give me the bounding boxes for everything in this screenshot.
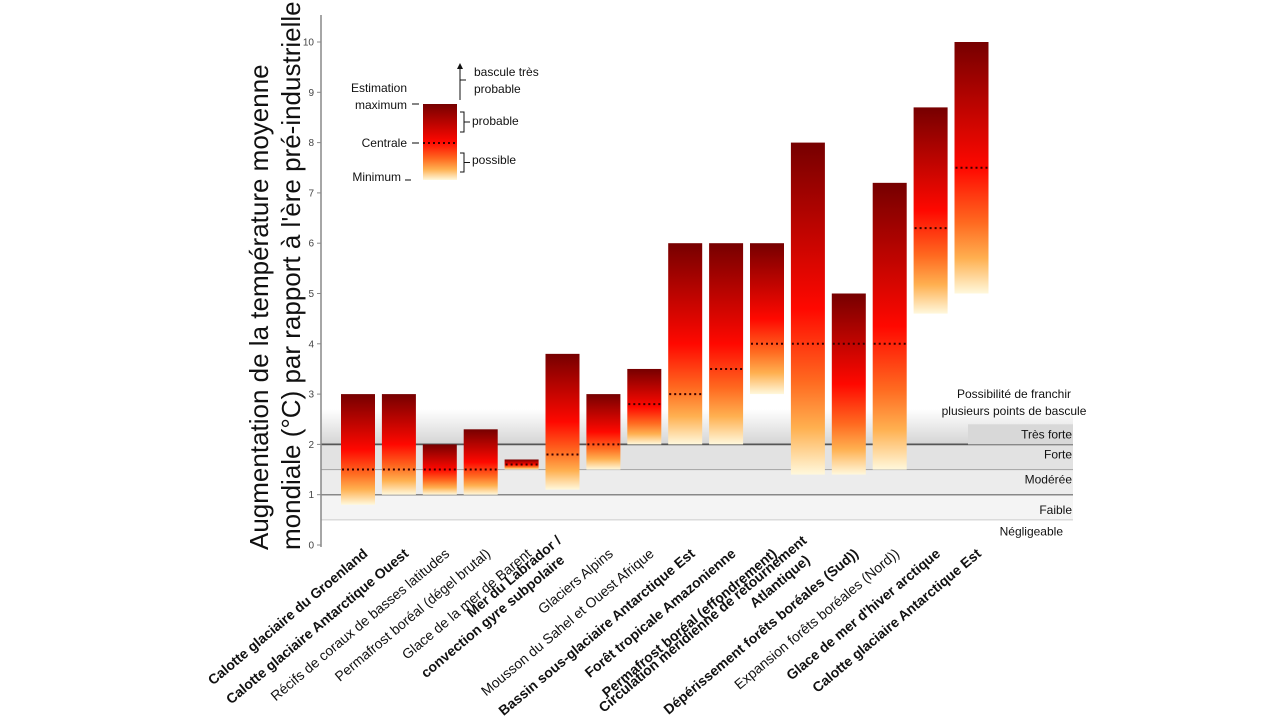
y-tick-label: 8 [308,138,314,149]
risk-band-1 [321,494,1073,520]
y-tick-label: 9 [308,88,314,99]
very-strong-label-bg [968,424,1073,445]
bar-group [790,142,825,475]
bar-range [463,429,498,495]
bar-group [709,243,744,445]
bar-range [627,368,662,445]
legend-label-central: Centrale [362,136,408,150]
bar-range [872,182,907,470]
risk-band-label: Faible [1039,503,1072,517]
bar-range [381,394,416,495]
risk-bands-title: plusieurs points de bascule [942,404,1087,418]
bar-range [341,394,375,505]
bar-range [831,293,866,475]
legend-label-min: Minimum [352,170,401,184]
legend-label-likely: probable [472,114,519,128]
risk-band-label: Forte [1044,447,1072,461]
legend-bracket [460,111,470,133]
risk-band-label: Négligeable [1000,524,1064,538]
y-tick-label: 1 [308,490,314,501]
bar-group [422,444,457,495]
bar-group [504,459,539,470]
bar-range [750,243,784,395]
y-tick-label: 3 [308,390,314,401]
y-tick-label: 4 [308,339,314,350]
bar-range [913,107,948,314]
bar-range [586,394,621,470]
x-axis-label: Récifs de coraux de basses latitudes [267,545,452,704]
bar-group [463,429,498,495]
bar-group [545,353,580,490]
y-tick-label: 6 [308,239,314,250]
bar-range [545,353,580,490]
legend-bracket [460,152,470,173]
risk-band-0 [321,519,1073,545]
bar-group [831,293,866,475]
y-tick-label: 0 [308,541,314,552]
bar-range [668,243,703,445]
x-axis-label-line: Récifs de coraux de basses latitudes [267,545,452,704]
y-tick-label: 2 [308,440,314,451]
x-axis-label-line: Calotte glaciaire Antarctique Ouest [223,545,412,707]
arrow-up-icon [457,63,463,69]
bar-range [790,142,825,475]
bar-group [341,394,375,505]
risk-band-label: Modérée [1025,473,1073,487]
bar-group [586,394,621,470]
bar-range [709,243,744,445]
y-axis: 0 1 2 3 4 5 6 7 8 9 10 [303,15,322,552]
x-axis-label: Calotte glaciaire Antarctique Ouest [223,545,412,707]
y-tick-label: 10 [303,38,315,49]
risk-bands-title: Possibilité de franchir [957,387,1071,401]
legend: Estimation maximum Centrale Minimum bascule … [351,63,539,184]
bar-group [872,182,907,470]
bar-group [381,394,416,495]
bar-group [627,368,662,445]
legend-label-max: maximum [355,98,407,112]
y-tick-label: 7 [308,188,314,199]
bars [341,42,989,505]
bar-group [668,243,703,445]
y-tick-label: 5 [308,289,314,300]
risk-band-labels: Possibilité de franchir plusieurs points … [942,387,1087,538]
legend-label-max: Estimation [351,81,407,95]
bar-group [750,243,784,395]
bar-group [954,42,989,294]
bar-group [913,107,948,314]
risk-band-label: Très forte [1021,427,1072,441]
legend-label-very-likely: probable [474,82,521,96]
legend-label-very-likely: bascule très [474,65,539,79]
legend-label-possible: possible [472,153,516,167]
